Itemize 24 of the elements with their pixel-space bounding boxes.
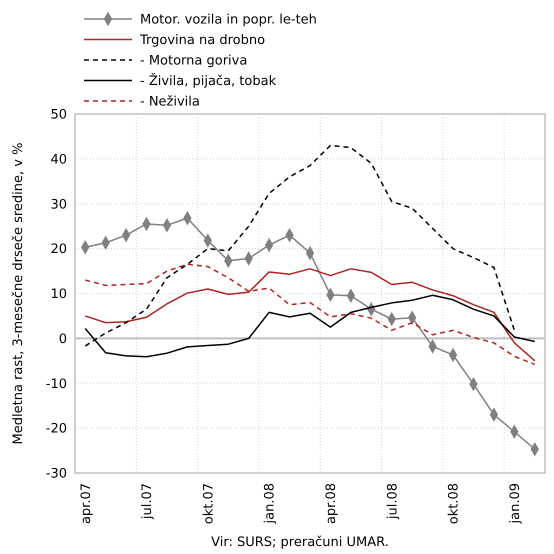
x-tick-label: jan.08 xyxy=(262,483,278,524)
text: Vir: SURS; preračuni UMAR. xyxy=(211,535,389,550)
y-tick-label: 0 xyxy=(58,332,67,347)
legend-label: Motor. vozila in popr. le-teh xyxy=(140,12,317,28)
y-tick-label: 10 xyxy=(50,287,67,302)
y-axis-title: Medletna rast, 3-mesečne drseče sredine, v % xyxy=(11,142,26,444)
legend-label: - Živila, pijača, tobak xyxy=(140,72,277,90)
legend-label: - Motorna goriva xyxy=(140,54,248,69)
x-tick-label: okt.08 xyxy=(446,483,462,524)
x-tick-label: jan.09 xyxy=(508,483,523,524)
y-tick-label: -20 xyxy=(46,422,67,437)
y-tick-label: -30 xyxy=(46,466,67,482)
y-tick-label: -10 xyxy=(46,376,67,392)
y-tick-label: 30 xyxy=(50,197,67,212)
legend-label: - Neživila xyxy=(140,94,200,110)
x-tick-label: apr.07 xyxy=(78,483,94,524)
y-tick-label: 20 xyxy=(50,242,67,258)
x-tick-label: jul.07 xyxy=(140,483,156,520)
x-tick-label: okt.07 xyxy=(201,483,216,524)
x-tick-label: apr.08 xyxy=(324,483,339,524)
y-tick-label: 40 xyxy=(50,152,67,168)
y-tick-label: 50 xyxy=(50,108,67,123)
legend-label: Trgovina na drobno xyxy=(139,33,266,48)
x-tick-label: jul.08 xyxy=(385,483,400,520)
